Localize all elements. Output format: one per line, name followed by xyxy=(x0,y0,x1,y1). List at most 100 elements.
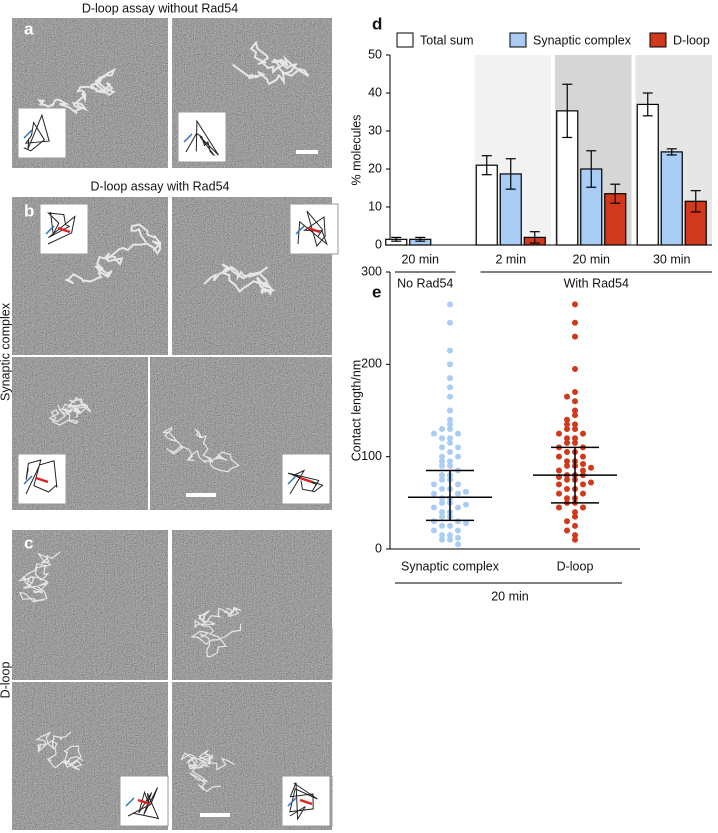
inset-blue xyxy=(45,225,55,235)
panel-label: e xyxy=(372,282,381,301)
data-point xyxy=(447,347,453,354)
data-point xyxy=(447,462,453,469)
error-bar xyxy=(481,155,492,176)
data-point xyxy=(580,504,586,511)
dna-molecule xyxy=(190,606,242,658)
data-point xyxy=(572,333,578,340)
dna-molecule xyxy=(36,67,117,115)
y-tick-label: 20 xyxy=(368,161,382,175)
panel-label: d xyxy=(372,14,382,33)
dna-molecule xyxy=(180,749,235,793)
data-point xyxy=(439,485,445,492)
inset-red xyxy=(307,226,321,234)
data-point xyxy=(455,430,461,437)
x-tick-label: D-loop xyxy=(557,559,594,573)
panel-title: D-loop assay with Rad54 xyxy=(91,179,230,193)
inset-drawing xyxy=(287,469,324,495)
micrograph xyxy=(12,530,168,680)
legend-swatch xyxy=(509,32,527,48)
inset-drawing xyxy=(127,787,160,820)
data-point xyxy=(439,472,445,479)
error-bar xyxy=(666,148,677,156)
data-point xyxy=(431,518,437,525)
x-tick-label: 30 min xyxy=(653,252,691,266)
data-point xyxy=(439,536,445,543)
inset-red xyxy=(35,476,49,484)
data-point xyxy=(431,504,437,511)
data-point xyxy=(439,435,445,442)
data-point xyxy=(447,384,453,391)
inset-drawing xyxy=(289,782,318,821)
data-point xyxy=(447,449,453,456)
scale-bar xyxy=(200,813,230,817)
data-point xyxy=(431,527,437,534)
data-point xyxy=(572,407,578,414)
data-point xyxy=(572,365,578,372)
data-point xyxy=(564,439,570,446)
data-point xyxy=(572,425,578,432)
y-tick-label: 50 xyxy=(368,47,382,61)
data-point xyxy=(439,513,445,520)
data-point xyxy=(556,504,562,511)
data-point xyxy=(572,301,578,308)
error-bar xyxy=(415,236,426,242)
data-point xyxy=(447,522,453,529)
data-point xyxy=(431,490,437,497)
legend-label: Synaptic complex xyxy=(533,33,632,47)
y-tick-label: 30 xyxy=(368,123,382,137)
legend-swatch xyxy=(396,32,414,48)
micrograph xyxy=(12,197,168,355)
error-bar xyxy=(690,190,701,213)
error-bar xyxy=(562,83,573,139)
x-tick-label: Synaptic complex xyxy=(401,559,500,573)
data-point xyxy=(564,416,570,423)
data-point xyxy=(564,527,570,534)
error-bar xyxy=(642,92,653,117)
data-point xyxy=(447,407,453,414)
group-label: No Rad54 xyxy=(397,276,453,290)
data-point xyxy=(572,509,578,516)
micrographs xyxy=(12,18,339,830)
data-point xyxy=(572,319,578,326)
data-point xyxy=(572,532,578,539)
data-point xyxy=(439,453,445,460)
y-axis-label: Contact length/nm xyxy=(349,360,363,461)
data-point xyxy=(431,481,437,488)
data-point xyxy=(439,476,445,483)
data-point xyxy=(564,425,570,432)
data-point xyxy=(572,421,578,428)
panel-title: D-loop assay without Rad54 xyxy=(82,1,238,15)
data-point xyxy=(572,439,578,446)
data-point xyxy=(447,393,453,400)
inset-drawing xyxy=(47,211,76,245)
x-tick-label: 20 min xyxy=(401,252,439,266)
y-tick-label: 200 xyxy=(361,357,382,371)
data-point xyxy=(439,509,445,516)
scale-bar xyxy=(296,150,318,154)
group-label: With Rad54 xyxy=(564,276,629,290)
legend-label: D-loop xyxy=(673,33,710,47)
data-point xyxy=(439,532,445,539)
data-point xyxy=(564,518,570,525)
data-point xyxy=(564,485,570,492)
data-point xyxy=(455,534,461,541)
data-point xyxy=(439,462,445,469)
bar xyxy=(636,103,659,246)
y-tick-label: 0 xyxy=(375,237,382,251)
inset-blue xyxy=(23,475,33,485)
data-point xyxy=(572,522,578,529)
inset-blue xyxy=(295,225,305,235)
data-point xyxy=(455,453,461,460)
legend-swatch xyxy=(649,32,667,48)
dna-molecule xyxy=(203,263,277,297)
panel-label: b xyxy=(24,201,34,220)
data-point xyxy=(556,467,562,474)
y-tick-label: 100 xyxy=(361,449,382,463)
data-point xyxy=(564,476,570,483)
data-point xyxy=(455,481,461,488)
side-label: D-loop xyxy=(0,662,12,699)
data-point xyxy=(564,421,570,428)
inset-red xyxy=(57,226,71,234)
x-tick-label: 20 min xyxy=(572,252,610,266)
